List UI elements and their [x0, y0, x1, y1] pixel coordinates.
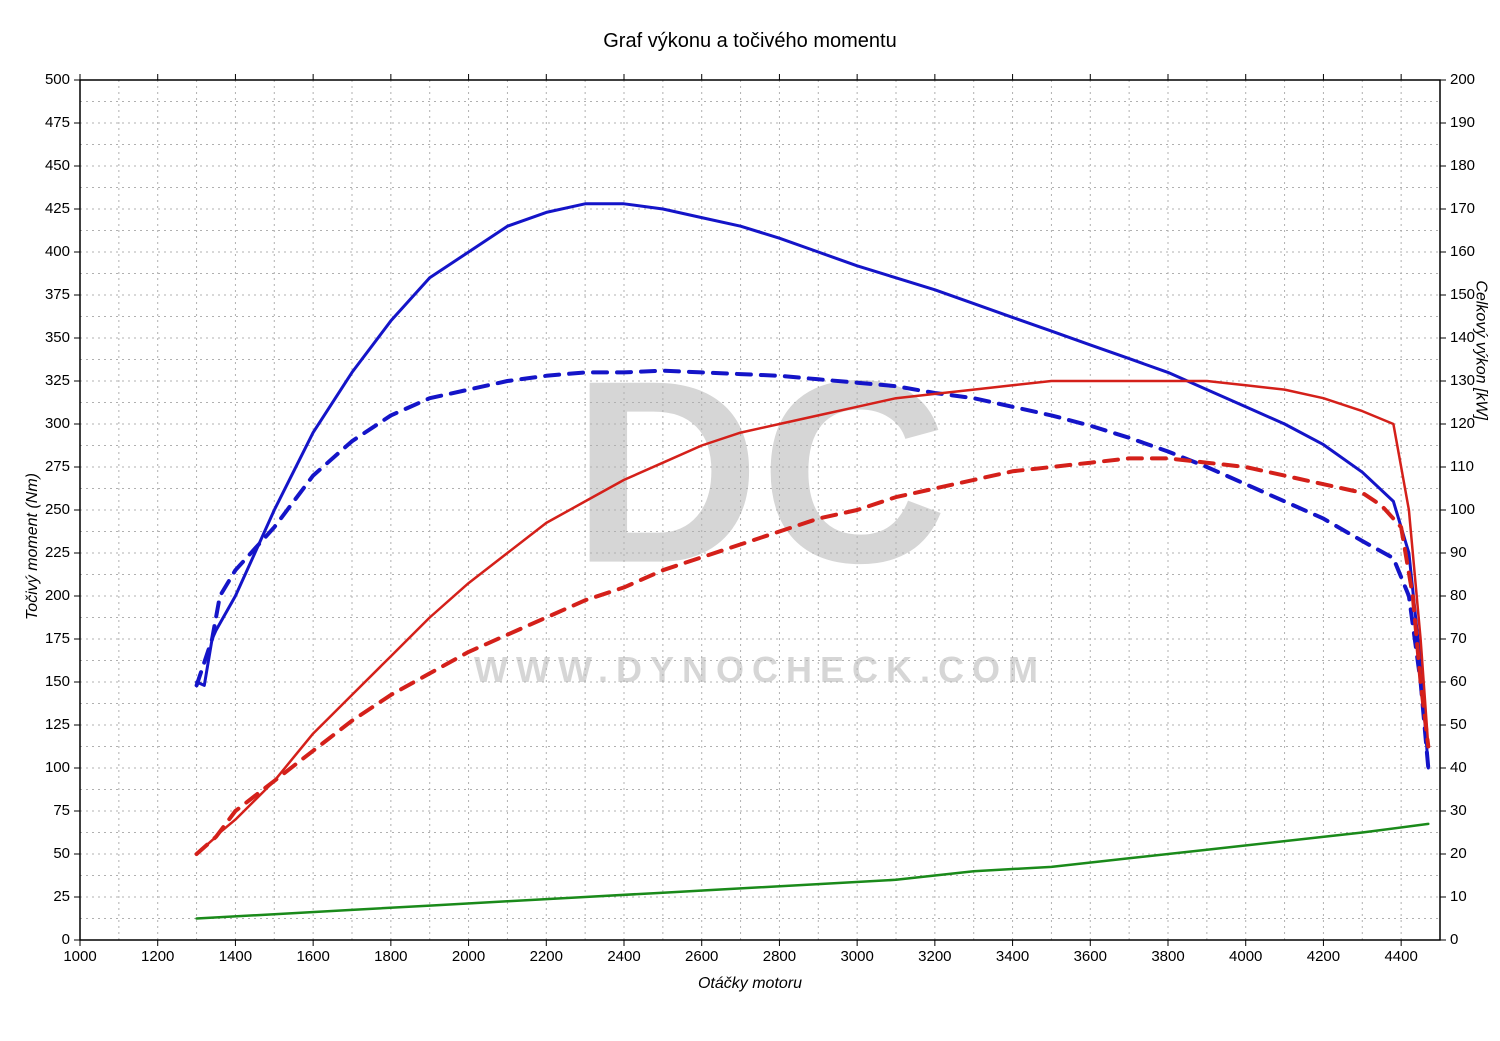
- tick-label: 475: [45, 114, 70, 131]
- tick-label: 100: [1450, 501, 1475, 518]
- tick-label: 2200: [530, 948, 563, 965]
- tick-label: 3800: [1151, 948, 1184, 965]
- tick-label: 225: [45, 544, 70, 561]
- tick-label: 425: [45, 200, 70, 217]
- tick-label: 30: [1450, 802, 1467, 819]
- tick-label: 3000: [840, 948, 873, 965]
- tick-label: 325: [45, 372, 70, 389]
- tick-label: 1800: [374, 948, 407, 965]
- tick-label: 375: [45, 286, 70, 303]
- tick-label: 3400: [996, 948, 1029, 965]
- tick-label: 150: [1450, 286, 1475, 303]
- tick-label: 250: [45, 501, 70, 518]
- y-left-axis-label: Točivý moment (Nm): [24, 473, 42, 620]
- tick-label: 50: [1450, 716, 1467, 733]
- tick-label: 2600: [685, 948, 718, 965]
- tick-label: 1200: [141, 948, 174, 965]
- tick-label: 4000: [1229, 948, 1262, 965]
- tick-label: 100: [45, 759, 70, 776]
- watermark-url: WWW.DYNOCHECK.COM: [474, 649, 1046, 690]
- dyno-chart: Graf výkonu a točivého momentu DCWWW.DYN…: [0, 0, 1500, 1041]
- tick-label: 75: [53, 802, 70, 819]
- tick-label: 90: [1450, 544, 1467, 561]
- tick-label: 130: [1450, 372, 1475, 389]
- tick-label: 1000: [63, 948, 96, 965]
- tick-label: 170: [1450, 200, 1475, 217]
- tick-label: 180: [1450, 157, 1475, 174]
- tick-label: 40: [1450, 759, 1467, 776]
- tick-label: 0: [1450, 931, 1458, 948]
- tick-label: 3200: [918, 948, 951, 965]
- tick-label: 300: [45, 415, 70, 432]
- tick-label: 450: [45, 157, 70, 174]
- tick-label: 4200: [1307, 948, 1340, 965]
- tick-label: 80: [1450, 587, 1467, 604]
- series-loss_power: [197, 824, 1429, 919]
- tick-label: 110: [1450, 458, 1474, 475]
- tick-label: 1400: [219, 948, 252, 965]
- tick-label: 125: [45, 716, 70, 733]
- x-axis-label: Otáčky motoru: [0, 975, 1500, 993]
- tick-label: 160: [1450, 243, 1475, 260]
- tick-label: 0: [62, 931, 70, 948]
- tick-label: 140: [1450, 329, 1475, 346]
- tick-label: 2800: [763, 948, 796, 965]
- tick-label: 2000: [452, 948, 485, 965]
- tick-label: 4400: [1384, 948, 1417, 965]
- tick-label: 175: [45, 630, 70, 647]
- tick-label: 25: [53, 888, 70, 905]
- tick-label: 120: [1450, 415, 1475, 432]
- tick-label: 2400: [607, 948, 640, 965]
- tick-label: 200: [45, 587, 70, 604]
- tick-label: 200: [1450, 71, 1475, 88]
- tick-label: 10: [1450, 888, 1467, 905]
- chart-plot-area: DCWWW.DYNOCHECK.COM: [0, 0, 1500, 1041]
- tick-label: 60: [1450, 673, 1467, 690]
- tick-label: 400: [45, 243, 70, 260]
- tick-label: 275: [45, 458, 70, 475]
- tick-label: 20: [1450, 845, 1467, 862]
- tick-label: 150: [45, 673, 70, 690]
- tick-label: 70: [1450, 630, 1467, 647]
- tick-label: 1600: [296, 948, 329, 965]
- tick-label: 350: [45, 329, 70, 346]
- tick-label: 190: [1450, 114, 1475, 131]
- tick-label: 50: [53, 845, 70, 862]
- tick-label: 3600: [1074, 948, 1107, 965]
- tick-label: 500: [45, 71, 70, 88]
